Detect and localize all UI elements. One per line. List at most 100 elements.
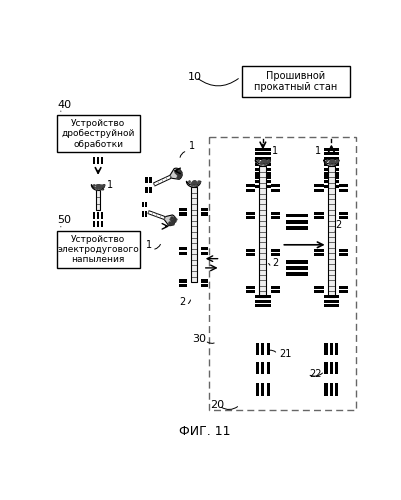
Bar — [267, 342, 270, 355]
Bar — [179, 280, 186, 282]
Bar — [314, 248, 324, 252]
Bar — [261, 342, 264, 355]
Text: 30: 30 — [192, 334, 206, 344]
Bar — [209, 137, 356, 410]
Bar — [255, 180, 271, 183]
Bar — [255, 300, 271, 303]
Bar — [335, 342, 338, 355]
Bar — [142, 202, 144, 207]
Bar — [324, 295, 339, 298]
Text: 2: 2 — [180, 297, 186, 307]
Bar — [255, 148, 271, 151]
Bar — [101, 212, 103, 219]
Bar — [271, 254, 280, 256]
Bar — [57, 116, 140, 152]
Bar — [324, 384, 328, 396]
Bar — [255, 304, 271, 308]
Bar — [271, 212, 280, 215]
Bar — [324, 304, 339, 308]
Bar — [324, 342, 328, 355]
Bar — [339, 212, 348, 215]
Bar — [246, 254, 255, 256]
Polygon shape — [91, 184, 105, 190]
Text: 1: 1 — [272, 146, 278, 156]
Bar — [339, 216, 348, 220]
Bar — [324, 362, 328, 374]
Bar — [335, 384, 338, 396]
Bar — [339, 184, 348, 187]
Bar — [314, 184, 324, 187]
Text: 2: 2 — [335, 220, 342, 230]
Bar — [286, 266, 308, 270]
Text: 1: 1 — [189, 142, 195, 152]
Text: Устройство
дробеструйной
обработки: Устройство дробеструйной обработки — [61, 119, 135, 149]
Bar — [179, 284, 186, 287]
Text: 20: 20 — [211, 400, 225, 410]
Text: 10: 10 — [188, 72, 202, 82]
Bar — [255, 163, 271, 166]
Text: 40: 40 — [57, 100, 71, 110]
Bar — [246, 248, 255, 252]
Bar — [255, 295, 271, 298]
Bar — [286, 226, 308, 230]
Bar — [146, 187, 148, 194]
Bar — [145, 212, 147, 216]
Bar — [261, 362, 264, 374]
Bar — [330, 342, 333, 355]
Polygon shape — [324, 160, 339, 166]
Bar — [255, 157, 271, 160]
Bar — [255, 152, 271, 156]
Bar — [255, 184, 271, 188]
Bar — [255, 168, 271, 171]
Text: Прошивной
прокатный стан: Прошивной прокатный стан — [254, 71, 338, 92]
Bar — [314, 216, 324, 220]
Polygon shape — [148, 210, 165, 220]
Text: 1: 1 — [314, 146, 320, 156]
Bar — [314, 212, 324, 215]
Bar — [200, 212, 208, 216]
Bar — [242, 66, 350, 97]
Bar — [271, 216, 280, 220]
Bar — [328, 166, 335, 296]
Text: 22: 22 — [309, 369, 322, 379]
Bar — [96, 190, 100, 210]
Bar — [101, 158, 103, 164]
Bar — [146, 177, 148, 183]
Bar — [200, 280, 208, 282]
Polygon shape — [154, 175, 171, 186]
Bar — [149, 177, 152, 183]
Bar — [286, 272, 308, 276]
Bar — [324, 168, 339, 171]
Bar — [246, 212, 255, 215]
Bar — [324, 180, 339, 183]
Bar — [324, 300, 339, 303]
Bar — [324, 176, 339, 178]
Bar — [246, 286, 255, 288]
Polygon shape — [164, 215, 176, 226]
Bar — [145, 202, 147, 207]
Bar — [255, 176, 271, 178]
Bar — [97, 158, 99, 164]
Bar — [339, 290, 348, 294]
Bar — [256, 384, 259, 396]
Text: 2: 2 — [272, 258, 278, 268]
Bar — [267, 362, 270, 374]
Bar — [101, 220, 103, 228]
Bar — [271, 188, 280, 192]
Text: 50: 50 — [57, 215, 71, 225]
Bar — [259, 166, 266, 296]
Text: 1: 1 — [146, 240, 152, 250]
Bar — [179, 208, 186, 211]
Bar — [246, 290, 255, 294]
Bar — [93, 220, 95, 228]
Bar — [271, 290, 280, 294]
Bar — [97, 212, 99, 219]
Bar — [324, 148, 339, 151]
Text: ФИГ. 11: ФИГ. 11 — [179, 424, 231, 438]
Bar — [271, 248, 280, 252]
Text: 21: 21 — [279, 349, 292, 359]
Bar — [324, 172, 339, 176]
Bar — [314, 286, 324, 288]
Bar — [200, 208, 208, 211]
Bar — [314, 188, 324, 192]
